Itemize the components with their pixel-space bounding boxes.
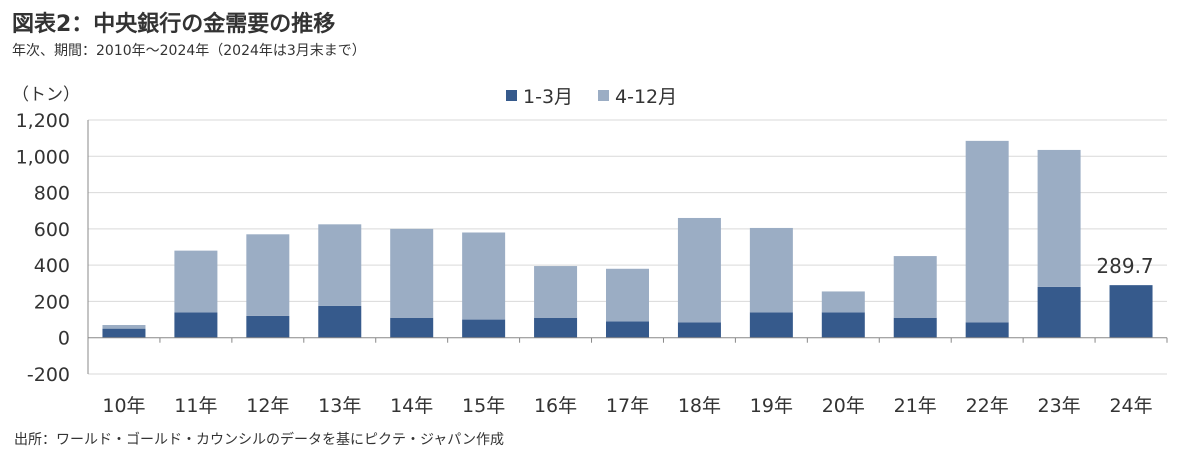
source-note: 出所：ワールド・ゴールド・カウンシルのデータを基にピクテ・ジャパン作成 bbox=[14, 432, 504, 448]
bar-segment-q1 bbox=[390, 317, 434, 338]
bar-segment-q1 bbox=[821, 312, 865, 338]
x-tick-label: 20年 bbox=[822, 395, 865, 417]
legend-label: 1-3月 bbox=[523, 86, 573, 108]
x-tick-label: 21年 bbox=[894, 395, 937, 417]
labels: -200 0 200 400 600 800 1,000 1,200 （トン） 10年 11年 12年… bbox=[12, 85, 1154, 417]
bar-segment-q2-4 bbox=[318, 224, 362, 306]
x-tick-label: 11年 bbox=[174, 395, 217, 417]
y-tick-label: 1,000 bbox=[16, 146, 70, 168]
bar-segment-q2-4 bbox=[749, 227, 793, 313]
bar-segment-q2-4 bbox=[246, 234, 290, 316]
y-tick-label: 800 bbox=[34, 183, 70, 205]
bar-segment-q2-4 bbox=[821, 291, 865, 313]
x-tick-label: 13年 bbox=[318, 395, 361, 417]
y-tick-label: 600 bbox=[34, 219, 70, 241]
bars bbox=[102, 140, 1153, 338]
y-tick-label: 400 bbox=[34, 255, 70, 277]
y-unit-label: （トン） bbox=[12, 85, 80, 105]
x-tick-label: 23年 bbox=[1038, 395, 1081, 417]
bar-segment-q1 bbox=[246, 315, 290, 338]
bar-segment-q2-4 bbox=[534, 266, 578, 318]
x-tick-label: 10年 bbox=[102, 395, 145, 417]
bar-segment-q2-4 bbox=[174, 250, 218, 313]
x-tick-label: 15年 bbox=[462, 395, 505, 417]
bar-segment-q2-4 bbox=[102, 325, 146, 329]
x-tick-label: 19年 bbox=[750, 395, 793, 417]
chart-subtitle: 年次、期間：2010年～2024年（2024年は3月末まで） bbox=[12, 43, 366, 59]
bar-segment-q1 bbox=[965, 322, 1009, 338]
legend: 1-3月 4-12月 bbox=[506, 86, 677, 108]
bar-segment-q2-4 bbox=[1037, 149, 1081, 287]
y-tick-label: 0 bbox=[58, 328, 70, 350]
x-tick-label: 24年 bbox=[1109, 395, 1152, 417]
axes bbox=[87, 120, 1168, 374]
legend-swatch bbox=[598, 90, 609, 101]
bar-segment-q1 bbox=[749, 312, 793, 338]
bar-segment-q2-4 bbox=[893, 256, 937, 318]
legend-swatch bbox=[506, 90, 517, 101]
bar-segment-q2-4 bbox=[677, 217, 721, 323]
bar-segment-q2-4 bbox=[965, 140, 1009, 323]
x-tick-label: 17年 bbox=[606, 395, 649, 417]
bar-segment-q2-4 bbox=[390, 228, 434, 318]
x-tick-label: 14年 bbox=[390, 395, 433, 417]
y-tick-label: 1,200 bbox=[16, 110, 70, 132]
bar-segment-q1 bbox=[318, 305, 362, 338]
bar-segment-q1 bbox=[606, 321, 649, 338]
bar-segment-q1 bbox=[534, 317, 578, 338]
legend-label: 4-12月 bbox=[615, 86, 677, 108]
x-tick-label: 18年 bbox=[678, 395, 721, 417]
bar-segment-q2-4 bbox=[606, 268, 649, 322]
bar-segment-q1 bbox=[1037, 286, 1081, 338]
chart-title: 図表2：中央銀行の金需要の推移 bbox=[12, 12, 336, 37]
bar-segment-q1 bbox=[102, 328, 146, 338]
bar-segment-q1 bbox=[462, 319, 506, 338]
bar-segment-q1 bbox=[677, 322, 721, 338]
x-tick-label: 12年 bbox=[246, 395, 289, 417]
x-tick-label: 22年 bbox=[966, 395, 1009, 417]
y-tick-label: -200 bbox=[27, 364, 70, 386]
bar-segment-q1 bbox=[1109, 285, 1153, 338]
y-tick-label: 200 bbox=[34, 291, 70, 313]
data-label: 289.7 bbox=[1096, 254, 1153, 278]
x-tick-label: 16年 bbox=[534, 395, 577, 417]
bar-segment-q2-4 bbox=[462, 232, 506, 320]
bar-segment-q1 bbox=[174, 312, 218, 338]
bar-segment-q1 bbox=[893, 317, 937, 338]
